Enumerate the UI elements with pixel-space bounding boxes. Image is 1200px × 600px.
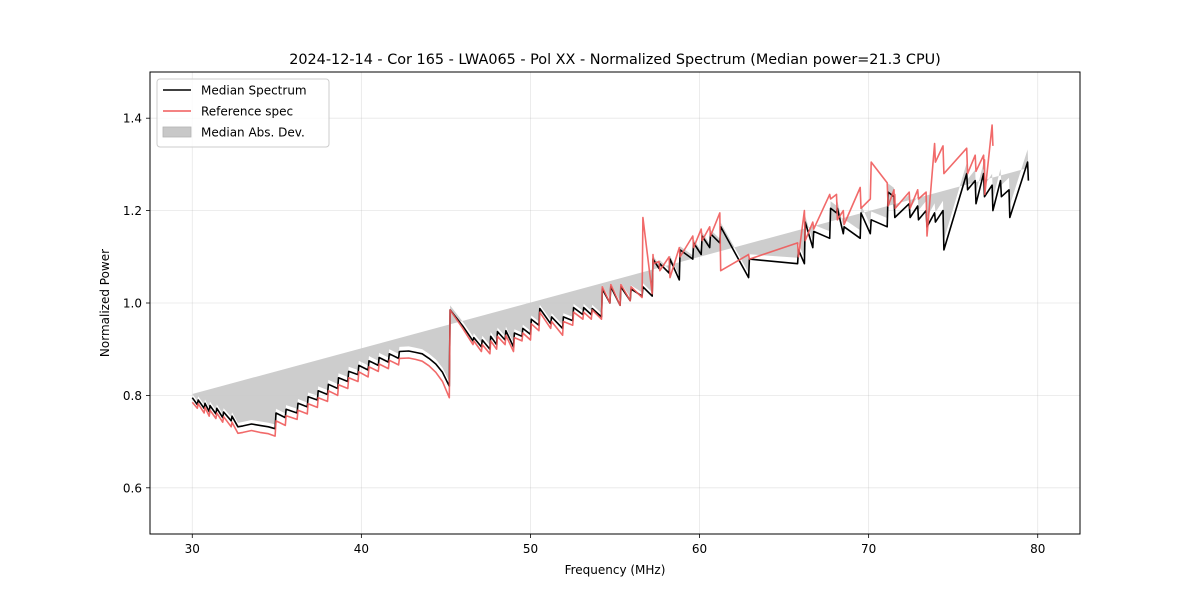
legend-swatch-mad xyxy=(162,126,192,138)
x-tick-label: 80 xyxy=(1030,542,1045,556)
x-tick-label: 40 xyxy=(354,542,369,556)
legend-box xyxy=(156,78,330,148)
x-tick-label: 30 xyxy=(185,542,200,556)
x-tick-label: 60 xyxy=(692,542,707,556)
legend: Median Spectrum Reference spec Median Ab… xyxy=(156,78,330,148)
x-tick-label: 70 xyxy=(861,542,876,556)
reference-spec-line xyxy=(191,124,994,437)
y-tick-label: 0.6 xyxy=(123,481,142,495)
y-tick-label: 1.0 xyxy=(123,297,142,311)
y-tick-label: 1.2 xyxy=(123,204,142,218)
y-axis-label: Normalized Power xyxy=(98,249,112,357)
y-tick-label: 1.4 xyxy=(123,112,142,126)
x-tick-label: 50 xyxy=(523,542,538,556)
y-tick-label: 0.8 xyxy=(123,389,142,403)
x-axis-label: Frequency (MHz) xyxy=(565,563,666,577)
legend-label-reference: Reference spec xyxy=(201,105,293,119)
series-layer xyxy=(191,124,1030,437)
legend-label-median: Median Spectrum xyxy=(201,84,307,98)
legend-label-mad: Median Abs. Dev. xyxy=(201,126,305,140)
y-axis-ticks: 0.6 0.8 1.0 1.2 1.4 xyxy=(123,112,150,495)
chart-title: 2024-12-14 - Cor 165 - LWA065 - Pol XX -… xyxy=(289,52,941,68)
x-axis-ticks: 30 40 50 60 70 80 xyxy=(185,534,1045,556)
